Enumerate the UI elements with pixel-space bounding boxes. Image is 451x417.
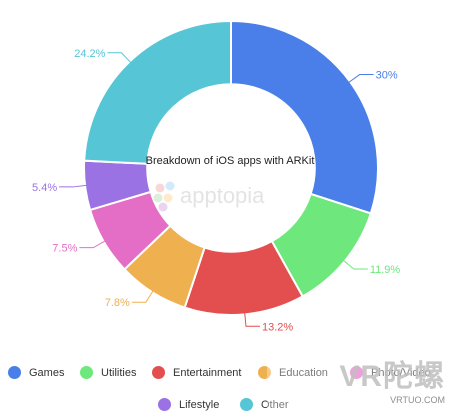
legend-label: Utilities <box>101 366 137 379</box>
leader-line-utilities <box>342 259 368 270</box>
legend-swatch <box>258 366 271 379</box>
legend-label: Entertainment <box>173 366 242 379</box>
legend-swatch <box>80 366 93 379</box>
apptopia-logo-text: apptopia <box>180 183 265 208</box>
legend-item-lifestyle[interactable]: Lifestyle <box>158 398 219 411</box>
legend-label: Education <box>279 366 328 379</box>
legend-item-photo-video[interactable]: Photo/Video <box>350 366 431 379</box>
legend-label: Photo/Video <box>371 366 431 379</box>
data-label-education: 7.8% <box>105 297 130 309</box>
data-label-other: 24.2% <box>74 48 105 60</box>
data-label-games: 30% <box>376 70 398 82</box>
leader-line-photo-video <box>79 240 106 249</box>
legend-label: Lifestyle <box>179 398 220 411</box>
apptopia-logo: apptopia <box>153 181 265 212</box>
slice-labels: 30% 11.9% 13.2% 7.8% 7.5% 5.4% 24.2% <box>32 48 400 334</box>
legend-item-utilities[interactable]: Utilities <box>80 366 136 379</box>
chart-title: Breakdown of iOS apps with ARKit <box>146 155 315 167</box>
legend-label: Games <box>29 366 65 379</box>
vr-watermark: VR陀螺 VRTUO.COM <box>267 342 445 414</box>
legend-item-education[interactable]: Education <box>258 366 328 379</box>
data-label-lifestyle: 5.4% <box>32 182 57 194</box>
legend-swatch <box>158 398 171 411</box>
legend-label: Other <box>261 398 289 411</box>
leader-line-entertainment <box>244 312 260 327</box>
vr-watermark-text: VR陀螺 <box>339 360 445 393</box>
slice-games <box>230 19 379 215</box>
leader-line-other <box>107 52 132 64</box>
leader-line-games <box>348 74 374 84</box>
legend-swatch <box>240 398 253 411</box>
legend-item-entertainment[interactable]: Entertainment <box>152 366 241 379</box>
leader-line-lifestyle <box>59 184 88 188</box>
legend-item-other[interactable]: Other <box>240 398 289 411</box>
donut-chart: 30%11.9%13.2%7.8%7.5%5.4%24.2% apptopia … <box>32 19 400 334</box>
legend-swatch <box>350 366 363 379</box>
legend-item-games[interactable]: Games <box>8 366 64 379</box>
data-label-entertainment: 13.2% <box>262 321 293 333</box>
vr-watermark-subtext: VRTUO.COM <box>390 395 445 405</box>
donut-slices <box>83 19 379 316</box>
leader-line-education <box>131 290 154 303</box>
data-label-utilities: 11.9% <box>370 264 401 276</box>
data-label-photo-video: 7.5% <box>52 243 77 255</box>
legend-swatch <box>152 366 165 379</box>
slice-other <box>83 19 232 165</box>
legend-swatch <box>8 366 21 379</box>
